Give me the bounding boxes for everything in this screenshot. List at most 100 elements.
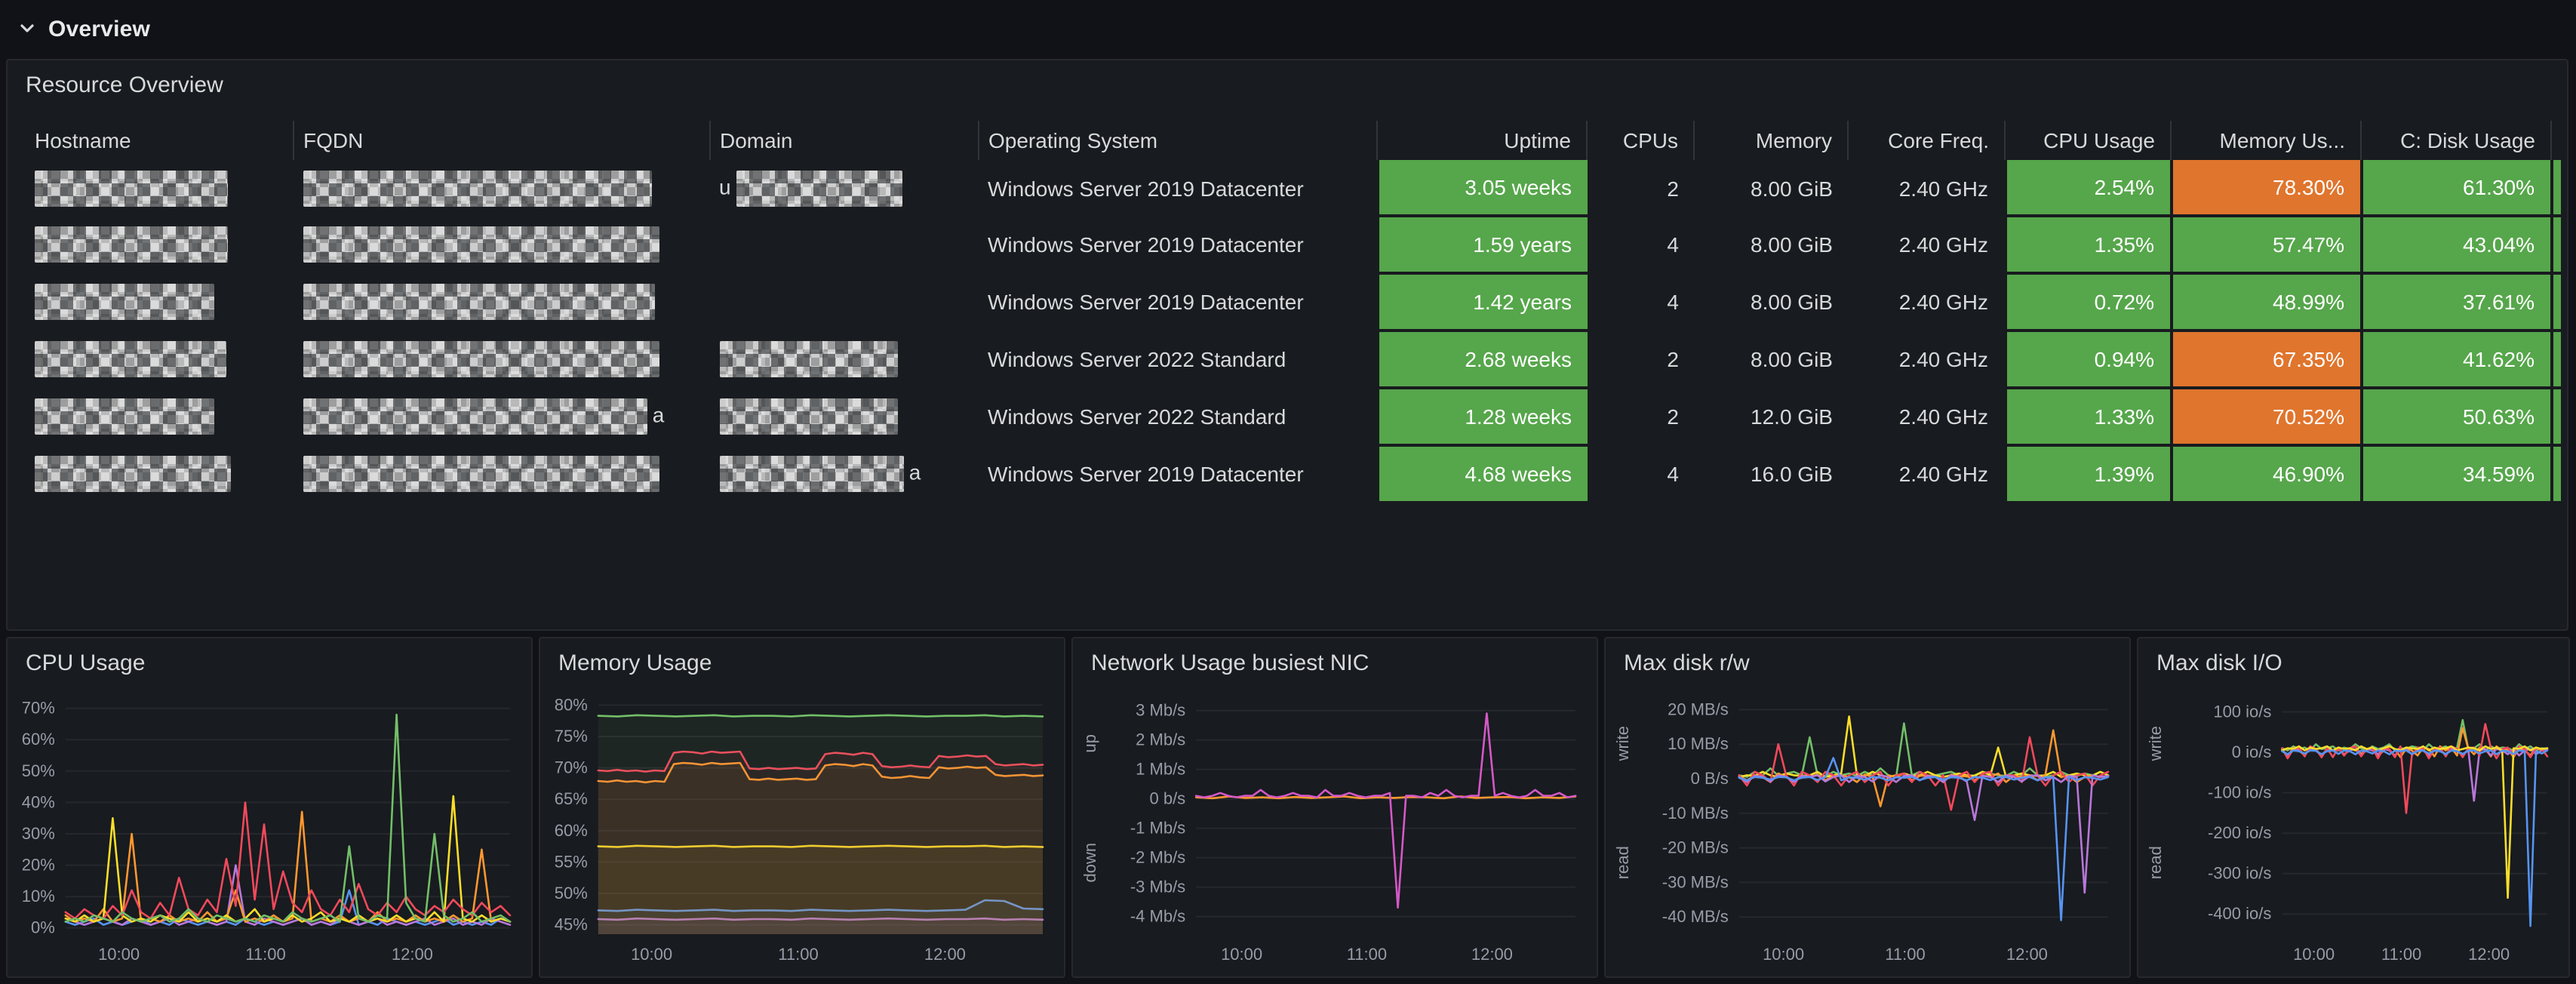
cell-cpu-usage: 1.35% [2003, 216, 2171, 275]
redacted-block [35, 284, 214, 320]
column-header-core-freq[interactable]: Core Freq. [1848, 121, 2006, 160]
cell-memory: 8.00 GiB [1751, 232, 1833, 257]
chart-canvas[interactable]: 20 MB/s 10 MB/s 0 B/s -10 MB/s -20 MB/s -30 M… [1615, 687, 2120, 967]
cell-operating-system: Windows Server 2019 Datacenter [988, 232, 1304, 257]
redacted-block [719, 341, 897, 377]
redacted-block [303, 456, 659, 492]
svg-text:-200 io/s: -200 io/s [2208, 823, 2271, 842]
cell-domain: u [710, 160, 979, 216]
redacted-block [35, 398, 214, 435]
cell-c-disk-usage: 61.30% [2359, 160, 2551, 217]
cell-c-disk-usage: 43.04% [2359, 216, 2551, 275]
svg-text:45%: 45% [555, 915, 588, 934]
svg-text:0 io/s: 0 io/s [2232, 743, 2272, 761]
cell-memory: 12.0 GiB [1751, 404, 1833, 429]
column-header-cpu-usage[interactable]: CPU Usage [2005, 121, 2172, 160]
svg-text:read: read [2147, 846, 2165, 879]
cell-cpu-usage: 0.94% [2003, 331, 2171, 389]
svg-text:12:00: 12:00 [392, 945, 433, 964]
cell-most-used: 61.30% [2550, 160, 2561, 217]
table-row: a Windows Server 2019 Datacenter 4.68 week… [26, 445, 2561, 504]
svg-text:10:00: 10:00 [1221, 945, 1262, 964]
column-header-domain[interactable]: Domain [710, 121, 979, 160]
resource-overview-panel: Resource Overview Hostname FQDN Domain Oper… [6, 59, 2568, 631]
column-header-memory-us[interactable]: Memory Us... [2171, 121, 2362, 160]
svg-text:11:00: 11:00 [1885, 945, 1925, 964]
table-wrap: Hostname FQDN Domain Operating System Uptime… [26, 121, 2561, 504]
cell-uptime: 4.68 weeks [1376, 445, 1587, 504]
section-header-overview[interactable]: Overview [0, 0, 2576, 57]
cell-most-used: 43.04% [2550, 216, 2561, 275]
cell-cpu-usage: 1.33% [2003, 388, 2171, 447]
cell-uptime: 1.59 years [1376, 216, 1587, 275]
cell-operating-system: Windows Server 2022 Standard [988, 404, 1286, 429]
svg-text:50%: 50% [22, 761, 55, 780]
panel-network-usage-busiest-nic: Network Usage busiest NIC 3 Mb/s 2 Mb/s 1 M… [1071, 637, 1598, 978]
cell-operating-system: Windows Server 2019 Datacenter [988, 290, 1304, 314]
svg-text:20%: 20% [22, 856, 55, 875]
chart-canvas[interactable]: 80% 75% 70% 65% 60% 55% 50% 45% 10:00 11:00 12:00 [549, 687, 1055, 967]
svg-text:-40 MB/s: -40 MB/s [1662, 907, 1729, 926]
column-header-hostname[interactable]: Hostname [26, 121, 294, 160]
cell-uptime: 3.05 weeks [1376, 160, 1587, 217]
panel-title[interactable]: Memory Usage [558, 650, 712, 676]
cell-memory: 16.0 GiB [1751, 462, 1833, 486]
svg-text:12:00: 12:00 [2006, 945, 2048, 964]
redacted-block [303, 398, 647, 435]
chevron-down-icon [20, 24, 34, 32]
cell-most-used: 41.62% [2550, 331, 2561, 389]
panel-title[interactable]: Resource Overview [8, 60, 2567, 109]
cell-operating-system: Windows Server 2022 Standard [988, 347, 1286, 371]
svg-text:1 Mb/s: 1 Mb/s [1136, 760, 1185, 779]
cell-fqdn: a [294, 388, 710, 445]
redacted-block [303, 226, 659, 263]
cell-domain [710, 388, 979, 445]
svg-text:50%: 50% [555, 884, 588, 903]
cell-domain [710, 273, 979, 331]
svg-text:-100 io/s: -100 io/s [2208, 783, 2271, 802]
svg-text:-300 io/s: -300 io/s [2208, 864, 2271, 883]
svg-text:55%: 55% [555, 852, 588, 871]
cell-c-disk-usage: 50.63% [2359, 388, 2551, 447]
svg-text:up: up [1082, 734, 1099, 752]
chart-canvas[interactable]: 3 Mb/s 2 Mb/s 1 Mb/s 0 b/s -1 Mb/s -2 Mb/s -3 … [1082, 687, 1588, 967]
panel-title[interactable]: CPU Usage [26, 650, 146, 676]
column-header-c-disk-usage[interactable]: C: Disk Usage [2361, 121, 2552, 160]
panel-title[interactable]: Max disk I/O [2156, 650, 2282, 676]
cell-core-freq: 2.40 GHz [1898, 176, 1988, 200]
panel-max-disk-i-o: Max disk I/O 100 io/s 0 io/s -100 io/s -200 … [2137, 637, 2570, 978]
chart-canvas[interactable]: 100 io/s 0 io/s -100 io/s -200 io/s -300 io/… [2147, 687, 2559, 967]
svg-text:70%: 70% [22, 699, 55, 718]
column-header-memory[interactable]: Memory [1694, 121, 1849, 160]
panel-title-text: Resource Overview [26, 72, 223, 98]
table-row: Windows Server 2019 Datacenter 1.59 years… [26, 216, 2561, 275]
redacted-block [303, 341, 659, 377]
table-row: Windows Server 2019 Datacenter 1.42 years… [26, 273, 2561, 332]
redacted-block [719, 456, 903, 492]
svg-text:0 B/s: 0 B/s [1691, 769, 1729, 788]
svg-text:-1 Mb/s: -1 Mb/s [1130, 819, 1185, 838]
cell-fqdn [294, 331, 710, 388]
cell-most-used: 50.63% [2550, 388, 2561, 447]
cell-core-freq: 2.40 GHz [1898, 232, 1988, 257]
panel-title[interactable]: Max disk r/w [1624, 650, 1750, 676]
panel-title[interactable]: Network Usage busiest NIC [1091, 650, 1369, 676]
svg-text:10:00: 10:00 [631, 945, 672, 964]
svg-text:100 io/s: 100 io/s [2213, 702, 2271, 721]
cell-hostname [26, 445, 294, 503]
column-header-cpus[interactable]: CPUs [1587, 121, 1695, 160]
svg-text:2 Mb/s: 2 Mb/s [1136, 730, 1185, 749]
column-header-most-used[interactable]: Most Used %... [2551, 121, 2561, 160]
cell-cpu-usage: 0.72% [2003, 273, 2171, 332]
column-header-fqdn[interactable]: FQDN [294, 121, 711, 160]
svg-text:11:00: 11:00 [2381, 945, 2421, 964]
column-header-operating-system[interactable]: Operating System [979, 121, 1378, 160]
column-header-uptime[interactable]: Uptime [1377, 121, 1588, 160]
svg-text:12:00: 12:00 [1471, 945, 1513, 964]
svg-text:10:00: 10:00 [1763, 945, 1804, 964]
cell-cpu-usage: 2.54% [2003, 160, 2171, 217]
chart-canvas[interactable]: 70% 60% 50% 40% 30% 20% 10% 0% 10:00 11:00 12:00 [17, 687, 522, 967]
redacted-block [303, 170, 651, 206]
cell-core-freq: 2.40 GHz [1898, 347, 1988, 371]
